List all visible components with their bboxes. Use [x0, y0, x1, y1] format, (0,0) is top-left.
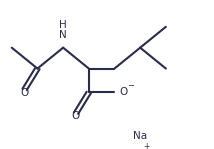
Text: Na: Na [133, 131, 147, 141]
Text: H: H [59, 20, 67, 30]
Text: O: O [21, 88, 29, 98]
Text: O: O [72, 111, 80, 121]
Text: O: O [120, 87, 128, 97]
Text: N: N [59, 30, 67, 40]
Text: +: + [143, 142, 150, 149]
Text: −: − [127, 82, 134, 91]
